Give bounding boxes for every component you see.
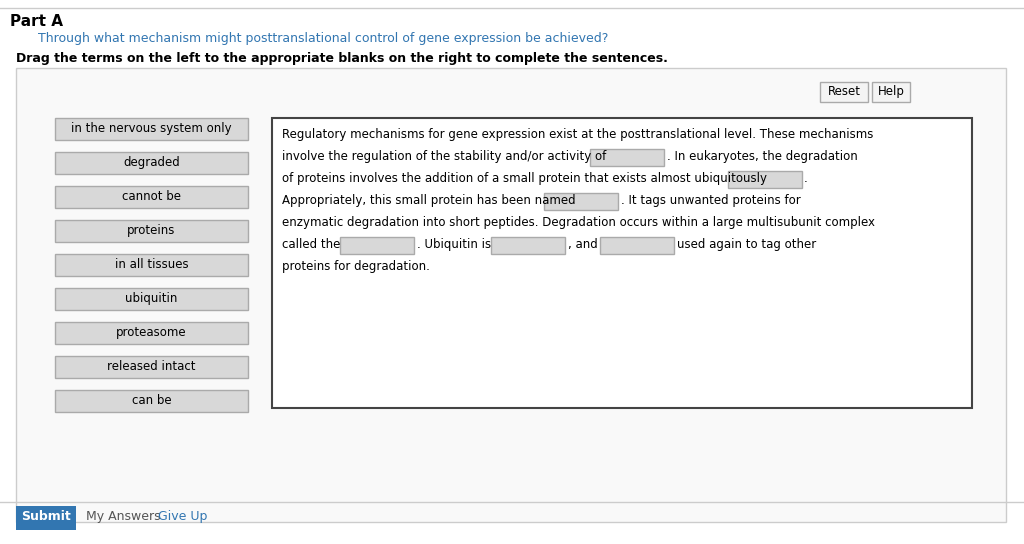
Bar	[728, 171, 802, 188]
Text: Help: Help	[878, 85, 904, 98]
Bar	[55, 220, 248, 242]
Bar	[872, 82, 910, 102]
Text: degraded: degraded	[123, 156, 180, 169]
Text: called the: called the	[282, 238, 340, 251]
Text: . In eukaryotes, the degradation: . In eukaryotes, the degradation	[667, 150, 858, 163]
Text: My Answers: My Answers	[86, 510, 161, 523]
Bar	[55, 288, 248, 310]
Text: . Ubiquitin is: . Ubiquitin is	[417, 238, 492, 251]
Bar	[16, 68, 1006, 522]
Text: proteins for degradation.: proteins for degradation.	[282, 260, 430, 273]
Text: can be: can be	[132, 394, 171, 407]
Text: Through what mechanism might posttranslational control of gene expression be ach: Through what mechanism might posttransla…	[38, 32, 608, 45]
Text: Submit: Submit	[22, 510, 71, 523]
Text: involve the regulation of the stability and/or activity of: involve the regulation of the stability …	[282, 150, 606, 163]
Text: Regulatory mechanisms for gene expression exist at the posttranslational level. : Regulatory mechanisms for gene expressio…	[282, 128, 873, 141]
Bar	[340, 237, 414, 254]
Bar	[55, 254, 248, 276]
Text: of proteins involves the addition of a small protein that exists almost ubiquito: of proteins involves the addition of a s…	[282, 172, 767, 185]
Bar	[55, 152, 248, 174]
Bar	[820, 82, 868, 102]
Text: proteins: proteins	[127, 224, 176, 237]
Bar	[55, 390, 248, 412]
Bar	[590, 149, 664, 166]
Bar	[55, 356, 248, 378]
Text: Part A: Part A	[10, 14, 63, 29]
Text: released intact: released intact	[108, 360, 196, 373]
Text: , and: , and	[568, 238, 598, 251]
Text: in the nervous system only: in the nervous system only	[72, 122, 231, 135]
Bar	[272, 118, 972, 408]
Bar	[55, 118, 248, 140]
Text: Reset: Reset	[827, 85, 860, 98]
Text: Appropriately, this small protein has been named: Appropriately, this small protein has be…	[282, 194, 575, 207]
Text: ubiquitin: ubiquitin	[125, 292, 178, 305]
Text: Give Up: Give Up	[158, 510, 208, 523]
Bar	[55, 186, 248, 208]
Text: Drag the terms on the left to the appropriate blanks on the right to complete th: Drag the terms on the left to the approp…	[16, 52, 668, 65]
Text: enzymatic degradation into short peptides. Degradation occurs within a large mul: enzymatic degradation into short peptide…	[282, 216, 874, 229]
Bar	[490, 237, 565, 254]
Text: cannot be: cannot be	[122, 190, 181, 203]
Bar	[55, 322, 248, 344]
Text: . It tags unwanted proteins for: . It tags unwanted proteins for	[621, 194, 801, 207]
Text: .: .	[804, 172, 808, 185]
Bar	[600, 237, 674, 254]
Text: proteasome: proteasome	[116, 326, 186, 339]
Bar	[16, 506, 76, 530]
Text: in all tissues: in all tissues	[115, 258, 188, 271]
Bar	[544, 193, 618, 210]
Text: used again to tag other: used again to tag other	[677, 238, 816, 251]
